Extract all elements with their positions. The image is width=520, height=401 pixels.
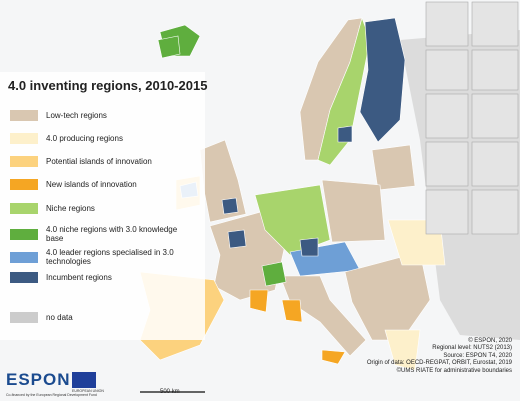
region: [371, 144, 416, 191]
legend-swatch: [10, 156, 38, 167]
legend-item: Niche regions: [10, 203, 196, 214]
legend-label: New islands of innovation: [46, 180, 137, 189]
inset: [425, 49, 469, 91]
legend-item: Incumbent regions: [10, 272, 196, 283]
region: [384, 329, 421, 371]
region: [249, 289, 269, 313]
legend-label: no data: [46, 313, 73, 322]
region: [227, 229, 247, 249]
legend-label: Potential islands of innovation: [46, 157, 152, 166]
inset: [471, 189, 519, 235]
legend-swatch: [10, 179, 38, 190]
non-eu-land: [440, 300, 520, 340]
region: [317, 17, 371, 166]
legend-item: 4.0 leader regions specialised in 3.0 te…: [10, 248, 196, 266]
credit-line: © ESPON, 2020: [468, 338, 512, 344]
legend-label: 4.0 niche regions with 3.0 knowledge bas…: [46, 225, 178, 243]
legend-item: no data: [10, 312, 196, 323]
legend-label: 4.0 producing regions: [46, 134, 123, 143]
region: [157, 35, 181, 59]
legend-item: Low-tech regions: [10, 110, 196, 121]
region: [359, 17, 406, 143]
eu-label: EUROPEAN UNION: [72, 389, 104, 393]
credit-line: Regional level: NUTS2 (2013): [432, 345, 512, 352]
legend-item: 4.0 producing regions: [10, 133, 196, 144]
region: [321, 349, 346, 365]
legend-label: Incumbent regions: [46, 273, 112, 282]
inset: [471, 141, 519, 187]
inset: [471, 49, 519, 91]
credit-line: Origin of data: OECD-REGPAT, ORBIT, Euro…: [366, 360, 512, 367]
map-title: 4.0 inventing regions, 2010-2015: [8, 78, 208, 93]
legend-swatch: [10, 110, 38, 121]
region: [337, 125, 353, 143]
logo: ESPON: [6, 370, 71, 389]
inset: [425, 1, 469, 47]
region: [281, 299, 303, 323]
legend-label: Niche regions: [46, 204, 95, 213]
credit-line: ©UMS RIATE for administrative boundaries: [396, 367, 512, 374]
region: [321, 179, 386, 243]
region: [299, 237, 319, 257]
legend-swatch: [10, 251, 38, 263]
legend-item: New islands of innovation: [10, 179, 196, 190]
inset: [425, 93, 469, 139]
inset: [425, 189, 469, 235]
legend-swatch: [10, 228, 38, 240]
legend-swatch: [10, 133, 38, 144]
credits: © ESPON, 2020 Regional level: NUTS2 (2013…: [367, 338, 512, 375]
legend-swatch: [10, 272, 38, 283]
funding-note: Co-financed by the European Regional Dev…: [6, 393, 97, 397]
eu-flag: [72, 372, 96, 388]
credit-line: Source: ESPON T4, 2020: [443, 352, 512, 359]
region: [221, 197, 239, 215]
legend-swatch: [10, 312, 38, 323]
legend-item: Potential islands of innovation: [10, 156, 196, 167]
region: [261, 261, 287, 287]
inset: [471, 93, 519, 139]
legend-label: 4.0 leader regions specialised in 3.0 te…: [46, 248, 174, 266]
inset: [471, 1, 519, 47]
inset: [425, 141, 469, 187]
legend-item: 4.0 niche regions with 3.0 knowledge bas…: [10, 225, 196, 243]
legend-label: Low-tech regions: [46, 111, 107, 120]
scale-label: 500 km: [160, 389, 180, 395]
legend-swatch: [10, 203, 38, 214]
